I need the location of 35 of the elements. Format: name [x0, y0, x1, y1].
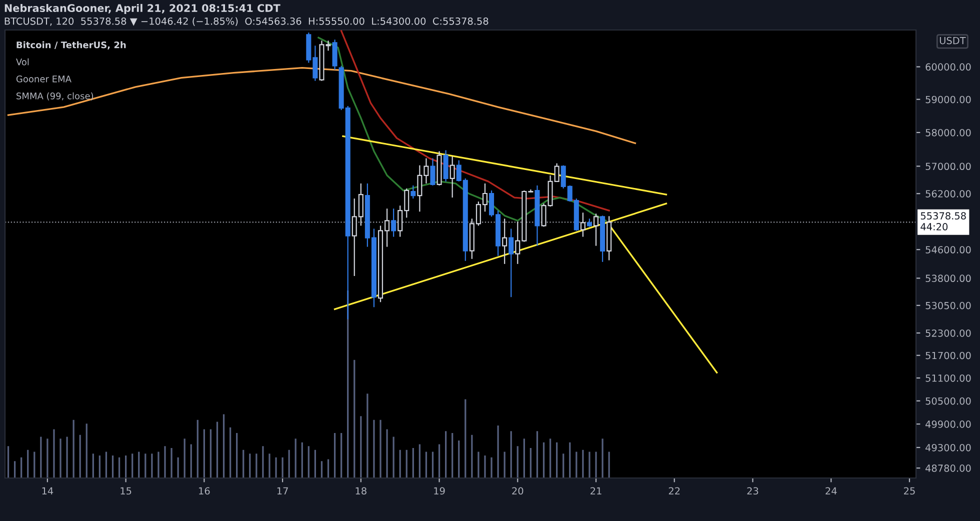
annotation: Gooner EMA	[16, 76, 72, 82]
y-tick-label: 56200.00	[926, 190, 971, 198]
y-axis-title: USDT	[940, 36, 966, 44]
chart-title: NebraskanGooner, April 21, 2021 08:15:41 CDT	[4, 4, 280, 14]
chart-subtitle: BTCUSDT, 120 55378.58 ▼ −1046.42 (−1.85%) O:54563.36 H:55550.00 L:54300.00 C:55378.58	[4, 17, 488, 26]
annotation: Vol	[16, 58, 29, 66]
y-tick-label: 50500.00	[926, 397, 971, 405]
x-tick-label: 22	[668, 487, 680, 494]
y-tick-label: 58000.00	[926, 128, 971, 136]
x-tick-label: 15	[120, 487, 132, 495]
y-tick-label: 60000.00	[926, 63, 971, 71]
y-tick-label: 48780.00	[926, 464, 971, 472]
y-tick-label: 49900.00	[926, 420, 971, 428]
x-tick-label: 25	[904, 487, 915, 495]
y-tick-label: 54600.00	[926, 246, 971, 254]
x-tick-label: 18	[356, 487, 366, 495]
x-tick-label: 16	[199, 487, 210, 495]
x-tick-label: 19	[434, 487, 445, 495]
x-tick-label: 14	[42, 487, 54, 494]
x-tick-label: 23	[747, 487, 758, 495]
annotation: Bitcoin / TetherUS, 2h	[16, 41, 126, 50]
x-tick-label: 20	[512, 487, 524, 495]
y-tick-label: 53050.00	[926, 302, 971, 310]
x-tick-label: 17	[277, 487, 288, 494]
x-tick-label: 24	[826, 487, 837, 494]
y-tick-label: 51700.00	[926, 352, 971, 360]
y-tick-label: 51100.00	[926, 374, 971, 382]
ref-line-label: 55378.58 44:20	[920, 212, 966, 230]
y-tick-label: 59000.00	[926, 96, 971, 104]
y-tick-label: 57000.00	[926, 162, 971, 170]
y-tick-label: 52300.00	[926, 329, 971, 337]
y-tick-label: 53800.00	[926, 274, 971, 282]
y-tick-label: 49300.00	[926, 444, 971, 452]
x-tick-label: 21	[590, 487, 602, 494]
annotation: SMMA (99, close)	[16, 92, 94, 100]
